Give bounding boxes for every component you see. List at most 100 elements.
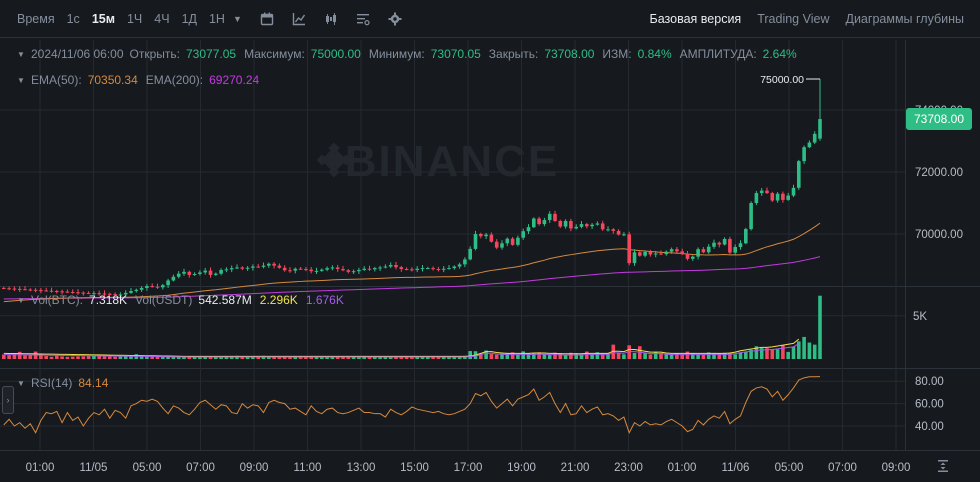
volume-bar bbox=[17, 351, 22, 359]
volume-bar bbox=[229, 355, 234, 359]
candle-body bbox=[441, 268, 446, 270]
volume-bar bbox=[431, 356, 435, 359]
candle-body bbox=[70, 291, 75, 293]
volume-bar bbox=[611, 344, 616, 359]
candle-body bbox=[484, 234, 488, 237]
volume-bar bbox=[622, 354, 626, 359]
volume-bar bbox=[320, 356, 324, 359]
high-value: 75000.00 bbox=[310, 47, 361, 61]
candle-body bbox=[712, 242, 716, 247]
candle-body bbox=[251, 266, 255, 268]
candle-body bbox=[775, 193, 780, 201]
candle-body bbox=[489, 234, 494, 242]
volume-bar bbox=[574, 353, 578, 359]
volume-bar bbox=[701, 354, 706, 359]
time-tick-label: 17:00 bbox=[454, 462, 483, 474]
candle-body bbox=[404, 269, 409, 271]
candle-body bbox=[282, 267, 287, 271]
volume-bar bbox=[553, 352, 557, 359]
volume-bar bbox=[92, 355, 96, 359]
candle-body bbox=[81, 292, 86, 294]
settings-gear-icon[interactable] bbox=[388, 12, 402, 26]
fit-scale-icon[interactable] bbox=[935, 458, 951, 474]
amplitude-value: 2.64% bbox=[762, 47, 797, 61]
volume-bar bbox=[277, 356, 282, 359]
side-panel-toggle[interactable]: › bbox=[2, 386, 14, 414]
volume-bar bbox=[150, 356, 154, 359]
volume-collapse-icon[interactable]: ▼ bbox=[17, 295, 25, 305]
volume-bar bbox=[717, 353, 722, 359]
interval-1d[interactable]: 1Д bbox=[181, 11, 197, 26]
candle-body bbox=[383, 266, 388, 268]
candle-body bbox=[187, 271, 192, 275]
candle-body bbox=[208, 270, 213, 275]
candle-body bbox=[669, 249, 674, 252]
volume-bar bbox=[728, 352, 732, 359]
close-value: 73708.00 bbox=[544, 47, 595, 61]
volume-bar bbox=[394, 356, 398, 359]
interval-dropdown-icon[interactable]: ▼ bbox=[232, 13, 242, 24]
indicator-icon[interactable] bbox=[292, 12, 306, 26]
interval-1w[interactable]: 1Н bbox=[208, 11, 225, 26]
ohlc-legend: ▼ 2024/11/06 06:00 Открыть: 73077.05 Мак… bbox=[0, 45, 805, 63]
watermark-text: BINANCE bbox=[345, 137, 559, 186]
volume-bar bbox=[108, 356, 112, 359]
time-tick-label: 23:00 bbox=[614, 462, 643, 474]
calendar-icon[interactable] bbox=[260, 12, 274, 26]
candle-body bbox=[33, 289, 38, 291]
volume-bar bbox=[807, 342, 812, 359]
candle-body bbox=[494, 241, 499, 248]
candle-type-icon[interactable] bbox=[324, 12, 338, 26]
volume-bar bbox=[23, 355, 27, 359]
ema-legend: ▼ EMA(50): 70350.34 EMA(200): 69270.24 bbox=[0, 71, 267, 89]
interval-1h[interactable]: 1Ч bbox=[126, 11, 143, 26]
ohlc-collapse-icon[interactable]: ▼ bbox=[17, 49, 25, 59]
ema-collapse-icon[interactable]: ▼ bbox=[17, 75, 25, 85]
volume-bar bbox=[479, 353, 483, 359]
volume-bar bbox=[706, 352, 711, 359]
interval-4h[interactable]: 4Ч bbox=[154, 11, 170, 26]
layout-icon[interactable] bbox=[356, 12, 370, 26]
time-tick-label: 21:00 bbox=[561, 462, 590, 474]
view-basic[interactable]: Базовая версия bbox=[649, 11, 742, 26]
volume-bar bbox=[468, 351, 472, 359]
candle-body bbox=[685, 254, 690, 259]
rsi-line bbox=[3, 376, 821, 434]
volume-bar bbox=[219, 356, 223, 359]
volume-bar bbox=[505, 352, 510, 359]
volume-bar bbox=[351, 356, 356, 359]
candle-body bbox=[579, 224, 584, 227]
volume-bar bbox=[155, 355, 160, 359]
ema200-value: 69270.24 bbox=[209, 73, 260, 87]
candle-body bbox=[521, 231, 525, 238]
volume-bar bbox=[669, 354, 674, 359]
volume-bar bbox=[404, 356, 409, 359]
volume-legend: ▼ Vol(BTC): 7.318K Vol(USDT) 542.587M 2.… bbox=[0, 291, 352, 309]
high-label: Максимум: bbox=[244, 47, 305, 61]
candle-body bbox=[749, 203, 753, 230]
volume-bar bbox=[28, 354, 33, 359]
price-tick-label: 72000.00 bbox=[915, 167, 963, 179]
volume-bar bbox=[102, 356, 107, 359]
time-tick-label: 09:00 bbox=[882, 462, 911, 474]
candle-body bbox=[807, 142, 812, 148]
vol-btc-label: Vol(BTC): bbox=[31, 293, 84, 307]
candle-body bbox=[155, 286, 160, 288]
volume-bar bbox=[378, 356, 382, 359]
candle-body bbox=[367, 268, 372, 270]
volume-tick-label: 5K bbox=[913, 311, 927, 323]
view-tradingview[interactable]: Trading View bbox=[757, 11, 830, 26]
candle-body bbox=[627, 234, 631, 264]
rsi-label: RSI(14) bbox=[31, 376, 73, 390]
candle-body bbox=[378, 267, 382, 269]
rsi-collapse-icon[interactable]: ▼ bbox=[17, 378, 25, 388]
interval-15m[interactable]: 15м bbox=[91, 11, 115, 26]
candle-body bbox=[304, 269, 308, 271]
interval-1s[interactable]: 1с bbox=[66, 11, 80, 26]
candle-body bbox=[632, 252, 637, 264]
volume-bar bbox=[330, 356, 335, 359]
volume-bar bbox=[426, 356, 430, 359]
view-depth[interactable]: Диаграммы глубины bbox=[845, 11, 964, 26]
candle-body bbox=[638, 252, 642, 256]
